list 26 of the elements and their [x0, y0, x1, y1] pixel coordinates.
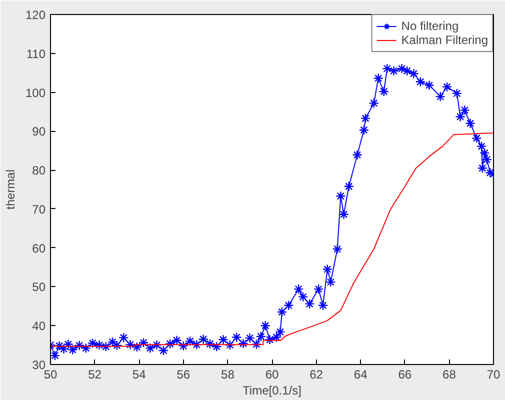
x-tick-label: 52	[88, 368, 102, 382]
y-tick-label: 60	[32, 241, 46, 256]
y-tick-label: 110	[26, 46, 46, 61]
x-tick-label: 54	[132, 368, 146, 382]
line-series	[50, 132, 494, 347]
y-tick-label: 30	[32, 358, 46, 372]
y-tick-label: 50	[32, 280, 46, 294]
x-tick-label: 68	[442, 368, 456, 382]
legend-label: No filtering	[401, 19, 459, 33]
y-tick-label: 120	[25, 8, 46, 22]
y-tick-label: 80	[32, 164, 46, 178]
x-tick-label: 58	[221, 368, 235, 382]
y-axis-title: thermal	[3, 169, 18, 210]
x-tick-label: 50	[44, 368, 58, 382]
x-axis-title: Time[0.1/s]	[242, 384, 302, 398]
y-tick-label: 70	[32, 202, 46, 216]
x-tick-label: 56	[176, 368, 190, 382]
x-tick-label: 60	[265, 368, 279, 382]
x-tick-label: 64	[354, 368, 368, 382]
y-tick-label: 100	[25, 86, 46, 100]
x-tick-label: 62	[310, 368, 324, 382]
y-tick-label: 40	[32, 319, 46, 334]
x-tick-label: 66	[398, 368, 412, 382]
legend-label: Kalman Filtering	[401, 33, 488, 47]
x-tick-label: 70	[486, 368, 500, 382]
y-tick-label: 90	[32, 124, 46, 139]
